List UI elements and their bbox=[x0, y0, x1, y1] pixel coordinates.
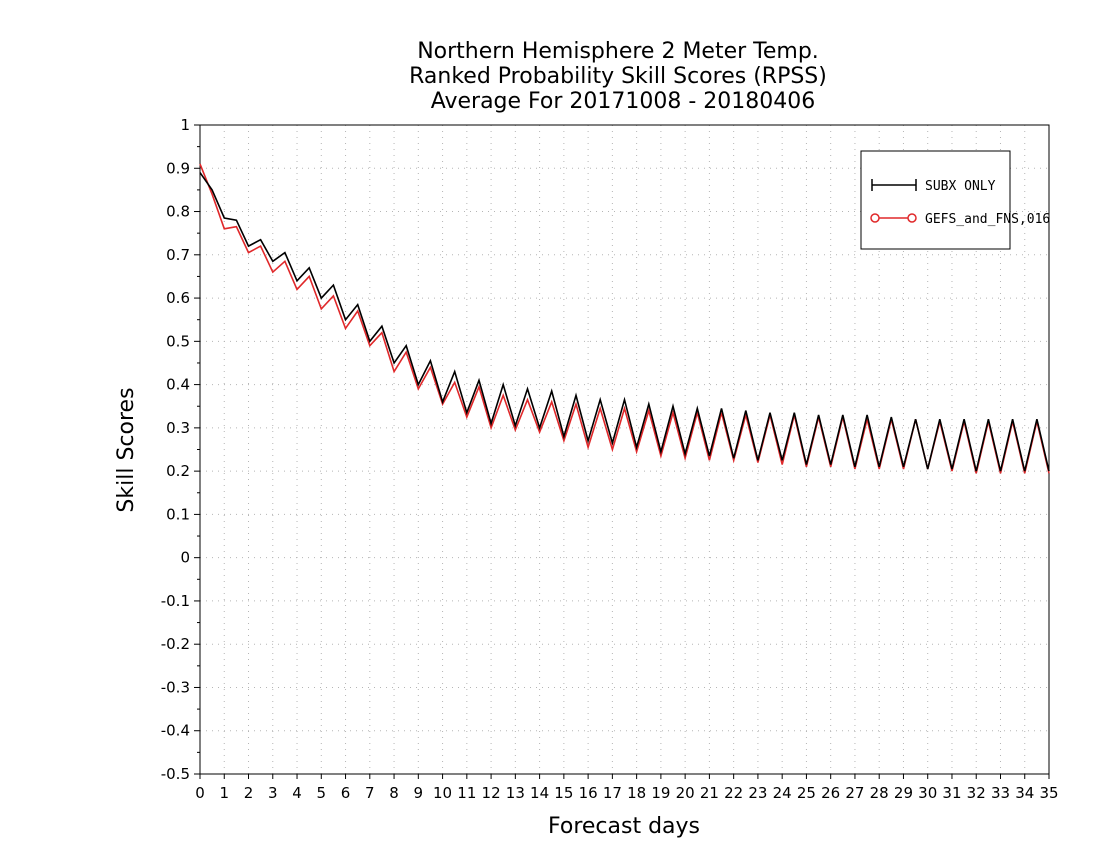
y-tick-label-7: 0.2 bbox=[166, 462, 190, 480]
x-tick-label-0: 0 bbox=[195, 784, 205, 802]
y-tick-label-5: 0 bbox=[180, 549, 190, 567]
x-tick-label-20: 20 bbox=[676, 784, 695, 802]
x-tick-label-15: 15 bbox=[554, 784, 573, 802]
x-tick-label-14: 14 bbox=[530, 784, 549, 802]
y-tick-label-8: 0.3 bbox=[166, 419, 190, 437]
y-tick-label-1: -0.4 bbox=[161, 722, 190, 740]
y-axis-label: Skill Scores bbox=[114, 387, 139, 512]
series-line-0 bbox=[199, 172, 1050, 472]
x-tick-label-5: 5 bbox=[317, 784, 327, 802]
x-tick-label-3: 3 bbox=[268, 784, 278, 802]
y-tick-label-6: 0.1 bbox=[166, 505, 190, 523]
x-tick-label-27: 27 bbox=[845, 784, 864, 802]
y-tick-label-2: -0.3 bbox=[161, 678, 190, 696]
x-tick-label-30: 30 bbox=[918, 784, 937, 802]
y-tick-label-11: 0.6 bbox=[166, 289, 190, 307]
x-tick-label-19: 19 bbox=[651, 784, 670, 802]
x-tick-label-8: 8 bbox=[389, 784, 399, 802]
y-tick-label-0: -0.5 bbox=[161, 765, 190, 783]
x-tick-label-11: 11 bbox=[457, 784, 476, 802]
x-tick-label-31: 31 bbox=[942, 784, 961, 802]
x-tick-label-2: 2 bbox=[244, 784, 254, 802]
series-layer bbox=[199, 163, 1050, 474]
y-tick-label-12: 0.7 bbox=[166, 246, 190, 264]
legend-marker-series-1b bbox=[907, 213, 917, 223]
chart-title: Northern Hemisphere 2 Meter Temp. Ranked… bbox=[409, 39, 827, 114]
y-tick-label-14: 0.9 bbox=[166, 159, 190, 177]
x-tick-label-32: 32 bbox=[967, 784, 986, 802]
legend-label-series-1: GEFS_and_FNS,016 bbox=[925, 212, 1050, 227]
x-tick-label-25: 25 bbox=[797, 784, 816, 802]
x-tick-label-9: 9 bbox=[414, 784, 424, 802]
x-tick-label-35: 35 bbox=[1039, 784, 1058, 802]
y-tick-label-3: -0.2 bbox=[161, 635, 190, 653]
x-axis: 0 1 2 3 4 5 6 7 8 9 10 11 12 13 14 15 16 17 18 19 20 21 22 23 24… bbox=[195, 774, 1059, 802]
legend-marker-series-1a bbox=[870, 213, 880, 223]
title-line-3: Average For 20171008 - 20180406 bbox=[431, 89, 816, 114]
legend-label-series-0: SUBX ONLY bbox=[925, 179, 996, 194]
legend-marker-series-0 bbox=[871, 179, 917, 191]
x-tick-label-12: 12 bbox=[482, 784, 501, 802]
x-tick-label-26: 26 bbox=[821, 784, 840, 802]
x-tick-label-23: 23 bbox=[748, 784, 767, 802]
x-tick-label-4: 4 bbox=[292, 784, 302, 802]
x-tick-label-7: 7 bbox=[365, 784, 375, 802]
legend-box bbox=[860, 150, 1011, 250]
title-line-1: Northern Hemisphere 2 Meter Temp. bbox=[417, 39, 819, 64]
x-axis-label: Forecast days bbox=[548, 814, 700, 839]
x-tick-label-21: 21 bbox=[700, 784, 719, 802]
y-tick-label-10: 0.5 bbox=[166, 332, 190, 350]
y-tick-label-9: 0.4 bbox=[166, 376, 190, 394]
x-tick-label-22: 22 bbox=[724, 784, 743, 802]
x-tick-label-28: 28 bbox=[870, 784, 889, 802]
x-tick-label-6: 6 bbox=[341, 784, 351, 802]
title-line-2: Ranked Probability Skill Scores (RPSS) bbox=[409, 64, 827, 89]
x-tick-label-17: 17 bbox=[603, 784, 622, 802]
x-tick-label-16: 16 bbox=[579, 784, 598, 802]
x-tick-label-33: 33 bbox=[991, 784, 1010, 802]
y-axis: -0.5 -0.4 -0.3 -0.2 -0.1 0 0.1 0.2 0.3 0.4 0.5 0.6 0… bbox=[161, 116, 200, 783]
x-tick-label-34: 34 bbox=[1015, 784, 1034, 802]
x-tick-label-10: 10 bbox=[433, 784, 452, 802]
y-tick-label-15: 1 bbox=[180, 116, 190, 134]
x-tick-label-24: 24 bbox=[773, 784, 792, 802]
y-tick-label-4: -0.1 bbox=[161, 592, 190, 610]
legend: SUBX ONLY GEFS_and_FNS,016 bbox=[860, 150, 1050, 250]
x-tick-label-1: 1 bbox=[219, 784, 229, 802]
x-tick-label-29: 29 bbox=[894, 784, 913, 802]
x-tick-label-18: 18 bbox=[627, 784, 646, 802]
grid bbox=[200, 125, 1049, 774]
y-tick-label-13: 0.8 bbox=[166, 203, 190, 221]
x-tick-label-13: 13 bbox=[506, 784, 525, 802]
